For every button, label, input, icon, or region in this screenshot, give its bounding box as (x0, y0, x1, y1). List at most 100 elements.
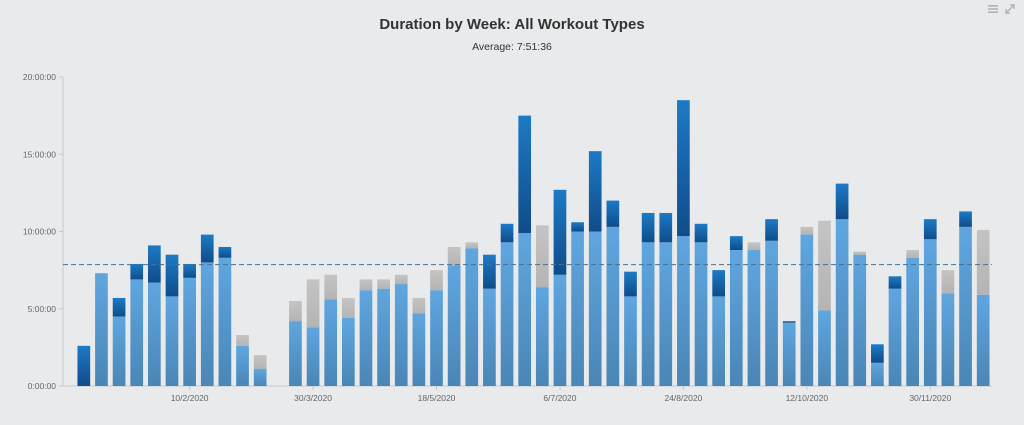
expand-icon[interactable] (1004, 3, 1016, 15)
bar-segment-other[interactable] (800, 226, 814, 235)
bar-segment-primary[interactable] (853, 254, 867, 386)
bar-segment-secondary[interactable] (624, 271, 637, 297)
bar-segment-primary[interactable] (483, 288, 496, 386)
bar-segment-primary[interactable] (465, 248, 479, 386)
bar-segment-other[interactable] (535, 225, 549, 288)
bar-segment-primary[interactable] (712, 296, 726, 386)
bar-segment-other[interactable] (976, 229, 990, 295)
bar-segment-primary[interactable] (341, 318, 355, 386)
bar-segment-primary[interactable] (694, 242, 708, 386)
bar-segment-primary[interactable] (518, 233, 532, 386)
bar-segment-primary[interactable] (677, 236, 690, 386)
bar-segment-secondary[interactable] (782, 321, 796, 323)
bar-segment-primary[interactable] (447, 265, 461, 386)
bar-segment-other[interactable] (306, 279, 320, 328)
bar-segment-other[interactable] (465, 242, 479, 249)
bar-segment-secondary[interactable] (923, 219, 937, 240)
bar-segment-secondary[interactable] (130, 263, 144, 280)
bar-segment-other[interactable] (359, 279, 373, 291)
bar-segment-secondary[interactable] (518, 115, 532, 234)
bar-segment-secondary[interactable] (959, 211, 972, 227)
bar-segment-secondary[interactable] (165, 254, 179, 297)
bar-segment-primary[interactable] (641, 242, 655, 386)
bar-segment-primary[interactable] (148, 282, 161, 386)
bar-segment-primary[interactable] (183, 277, 196, 386)
bar-segment-primary[interactable] (782, 322, 796, 386)
bar-segment-other[interactable] (906, 250, 919, 258)
bar-segment-other[interactable] (853, 251, 867, 255)
bar-segment-primary[interactable] (112, 316, 126, 386)
bar-segment-other[interactable] (341, 297, 355, 319)
bar-segment-secondary[interactable] (148, 245, 161, 283)
bar-segment-primary[interactable] (394, 284, 408, 386)
bar-segment-primary[interactable] (253, 369, 267, 386)
bar-segment-secondary[interactable] (571, 222, 584, 232)
bar-segment-primary[interactable] (324, 299, 338, 386)
bar-segment-primary[interactable] (923, 239, 937, 386)
bar-segment-secondary[interactable] (77, 345, 91, 386)
bar-segment-primary[interactable] (729, 250, 743, 386)
bar-segment-primary[interactable] (871, 362, 884, 386)
bar-segment-primary[interactable] (959, 226, 972, 386)
bar-segment-other[interactable] (253, 355, 267, 370)
bar-segment-secondary[interactable] (677, 100, 690, 237)
bar-segment-primary[interactable] (377, 288, 390, 386)
bar-segment-primary[interactable] (941, 293, 955, 386)
bar-segment-secondary[interactable] (641, 212, 655, 243)
bar-segment-other[interactable] (430, 270, 443, 291)
bar-segment-primary[interactable] (289, 321, 302, 386)
bar-segment-other[interactable] (289, 301, 302, 322)
bar-segment-secondary[interactable] (112, 297, 126, 317)
bar-segment-other[interactable] (747, 242, 761, 251)
bar-segment-primary[interactable] (535, 287, 549, 386)
bar-segment-other[interactable] (818, 220, 831, 311)
bar-segment-primary[interactable] (236, 345, 249, 386)
bar-segment-primary[interactable] (500, 242, 514, 386)
bar-segment-primary[interactable] (765, 240, 778, 386)
bar-segment-other[interactable] (324, 274, 338, 300)
bar-segment-secondary[interactable] (218, 246, 232, 258)
bar-segment-secondary[interactable] (765, 219, 778, 241)
bar-segment-primary[interactable] (95, 273, 108, 386)
bar-segment-secondary[interactable] (888, 276, 902, 289)
bar-segment-primary[interactable] (624, 296, 637, 386)
bar-segment-primary[interactable] (800, 234, 814, 386)
bar-segment-primary[interactable] (412, 313, 426, 386)
bar-segment-primary[interactable] (606, 226, 620, 386)
bar-segment-secondary[interactable] (694, 223, 708, 243)
bar-segment-secondary[interactable] (712, 270, 726, 297)
bar-segment-primary[interactable] (888, 288, 902, 386)
bar-segment-secondary[interactable] (553, 189, 567, 275)
bar-segment-primary[interactable] (818, 310, 831, 386)
bar-segment-primary[interactable] (553, 274, 567, 386)
bar-segment-primary[interactable] (165, 296, 179, 386)
bar-segment-secondary[interactable] (500, 223, 514, 243)
bar-segment-primary[interactable] (906, 257, 919, 386)
bar-segment-secondary[interactable] (183, 263, 196, 278)
bar-segment-primary[interactable] (588, 231, 602, 387)
bar-segment-primary[interactable] (571, 231, 584, 387)
bar-segment-other[interactable] (412, 297, 426, 314)
bar-segment-secondary[interactable] (729, 236, 743, 251)
bar-segment-primary[interactable] (306, 327, 320, 386)
bar-segment-secondary[interactable] (835, 183, 849, 220)
bar-segment-primary[interactable] (200, 262, 214, 386)
bar-segment-secondary[interactable] (659, 212, 673, 243)
bar-segment-other[interactable] (447, 246, 461, 266)
bar-segment-primary[interactable] (430, 290, 443, 386)
bar-segment-secondary[interactable] (606, 200, 620, 227)
bar-segment-primary[interactable] (747, 250, 761, 386)
bar-segment-other[interactable] (236, 335, 249, 346)
hamburger-menu-icon[interactable] (987, 3, 999, 15)
bar-segment-primary[interactable] (835, 219, 849, 386)
bar-segment-primary[interactable] (659, 242, 673, 386)
bar-segment-other[interactable] (941, 270, 955, 294)
bar-segment-primary[interactable] (359, 290, 373, 386)
bar-segment-other[interactable] (394, 274, 408, 285)
bar-segment-primary[interactable] (130, 279, 144, 386)
bar-segment-primary[interactable] (976, 294, 990, 386)
bar-segment-primary[interactable] (218, 257, 232, 386)
bar-segment-secondary[interactable] (200, 234, 214, 263)
bar-segment-secondary[interactable] (588, 151, 602, 232)
bar-segment-secondary[interactable] (871, 344, 884, 363)
